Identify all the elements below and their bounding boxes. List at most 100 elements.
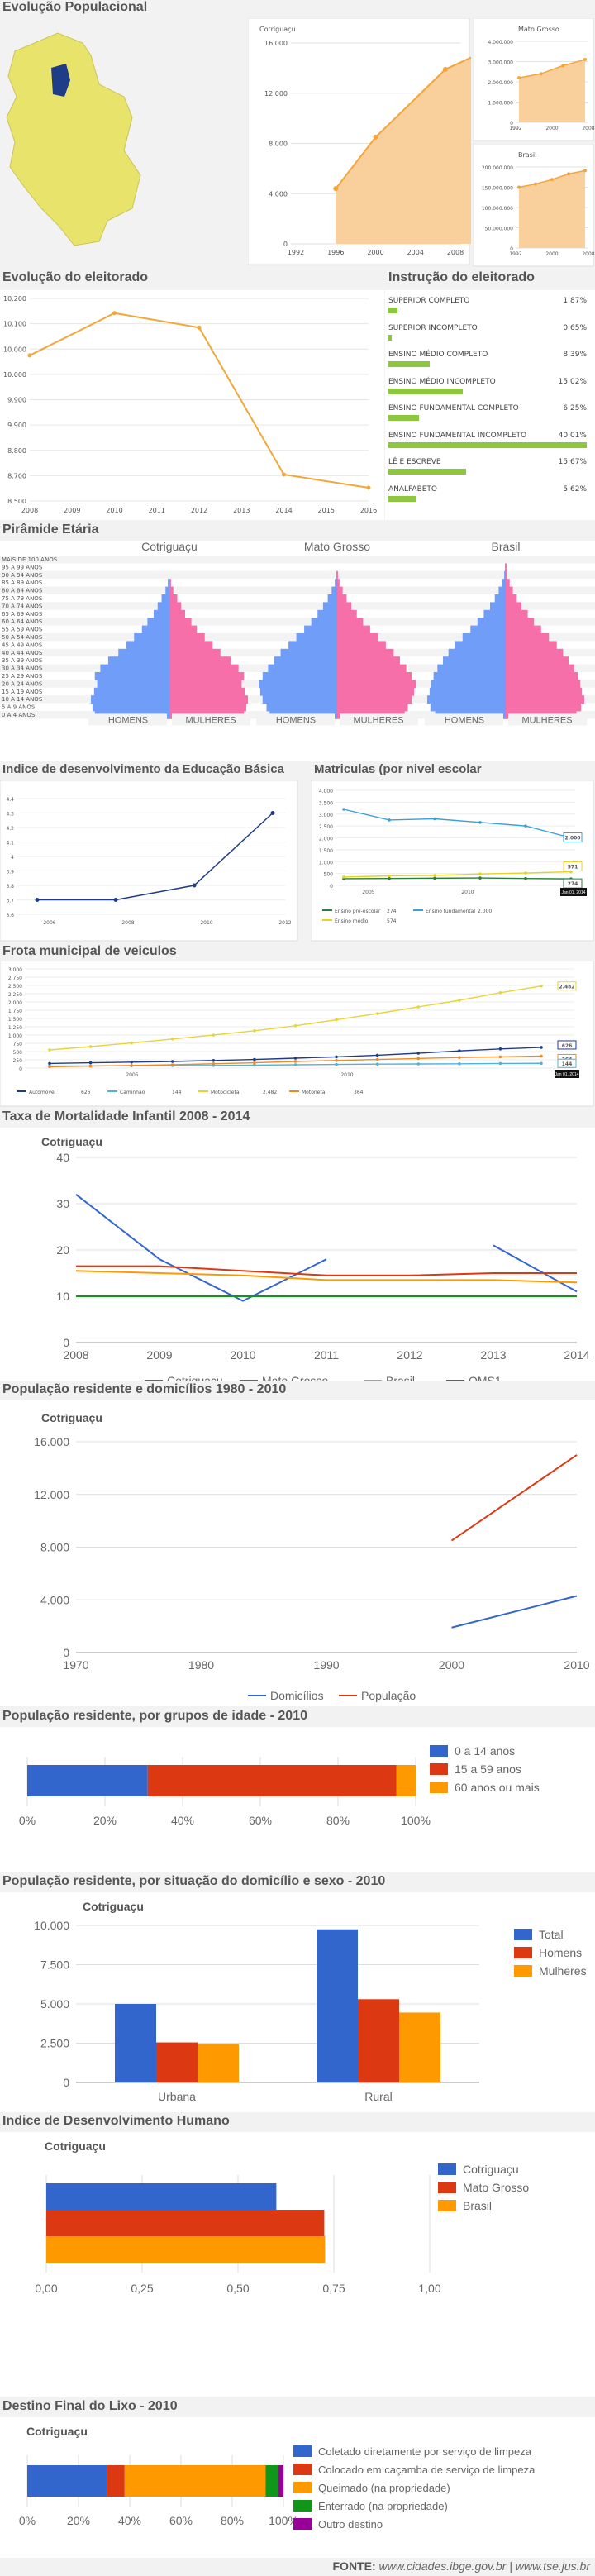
pyramid-title: Mato Grosso <box>304 541 370 553</box>
y-tick-label: 2.500 <box>319 824 333 830</box>
y-tick-label: 0 <box>510 121 513 126</box>
male-bar <box>427 695 506 704</box>
y-tick-label: 4.000 <box>319 789 333 794</box>
footer-links[interactable]: www.cidades.ibge.gov.br | www.tse.jus.br <box>378 2559 591 2573</box>
row-band <box>0 579 595 587</box>
age-label: 60 A 64 ANOS <box>2 618 43 625</box>
chart-idade: 0% 20% 40% 60% 80% 100% 0 a 14 anos 15 a 59 ano… <box>0 1727 595 1872</box>
bar <box>317 1929 358 2082</box>
chart-eleitorado: 8.500 8.700 8.800 9.900 9.900 10.000 10.000 10.… <box>0 290 384 520</box>
row-value: 15.02% <box>558 377 587 386</box>
female-bar <box>169 672 245 680</box>
legend-swatch <box>514 1965 532 1977</box>
legend-swatch <box>514 1947 532 1958</box>
legend-swatch <box>293 2500 312 2512</box>
x-tick-label: 100% <box>401 1814 431 1827</box>
data-point <box>375 1062 379 1066</box>
data-point <box>539 72 543 76</box>
x-tick-label: 2013 <box>480 1348 506 1362</box>
female-bar <box>337 609 357 618</box>
bar <box>399 2012 440 2082</box>
bar <box>46 2236 326 2263</box>
age-label: 75 A 79 ANOS <box>2 595 43 602</box>
male-bar <box>462 633 506 642</box>
x-tick-label: 2012 <box>191 507 207 514</box>
male-bar <box>331 586 337 595</box>
row-value: 6.25% <box>563 404 587 413</box>
instrucao-panel <box>385 290 595 520</box>
x-tick-label: 2009 <box>64 507 80 514</box>
female-bar <box>169 625 198 634</box>
x-tick-label: 2008 <box>582 251 594 257</box>
data-point <box>342 875 345 879</box>
x-tick-label: Rural <box>364 2090 392 2103</box>
male-bar <box>94 672 169 680</box>
section-title: Matriculas (por nivel escolar <box>314 762 482 776</box>
x-tick-label: 2013 <box>233 507 250 514</box>
series-line <box>37 812 274 901</box>
data-point <box>498 1061 502 1066</box>
row-label: ENSINO FUNDAMENTAL COMPLETO <box>388 404 519 413</box>
chart-pop-cotriguacu: Cotriguaçu 0 4.000 8.000 12.000 16.000 1992 19… <box>248 18 471 265</box>
y-tick-label: 1.500 <box>8 1017 22 1023</box>
data-point <box>293 1063 298 1066</box>
male-bar <box>147 618 169 626</box>
y-tick-label: 2.500 <box>40 2037 69 2050</box>
female-bar <box>506 664 574 673</box>
x-tick-label: 2005 <box>126 1072 138 1078</box>
data-point <box>342 808 345 811</box>
y-tick-label: 2.000 <box>8 1000 22 1006</box>
data-point <box>35 898 40 902</box>
data-point <box>170 1063 174 1066</box>
male-bar <box>437 664 506 673</box>
y-tick-label: 9.900 <box>7 397 26 404</box>
data-point <box>212 1033 216 1037</box>
male-bar <box>335 579 337 587</box>
y-tick-label: 8.000 <box>269 141 288 148</box>
y-tick-label: 1.750 <box>8 1009 22 1014</box>
age-label: 95 A 99 ANOS <box>2 564 43 570</box>
legend-label: Motoneta <box>302 1090 326 1095</box>
female-bar <box>506 579 510 587</box>
male-bar <box>477 618 506 626</box>
male-bar <box>311 618 337 626</box>
y-tick-label: 250 <box>13 1058 23 1064</box>
age-label: 5 A 9 ANOS <box>2 704 36 711</box>
label-bg <box>508 713 587 726</box>
data-point <box>498 1055 502 1059</box>
section-idh: Indice de Desenvolvimento Humano Cotrigu… <box>0 2112 595 2397</box>
date-badge <box>560 888 587 896</box>
male-bar <box>455 641 506 650</box>
data-point <box>540 1046 543 1049</box>
bar-segment <box>107 2465 125 2497</box>
x-tick-label: 1,00 <box>418 2282 440 2295</box>
y-tick-label: 3.6 <box>6 913 14 918</box>
data-point <box>534 182 537 186</box>
legend-value: 2.482 <box>263 1090 277 1095</box>
label-bg <box>172 713 250 726</box>
footer-label: FONTE: <box>332 2559 376 2573</box>
x-tick-label: 2011 <box>314 1348 339 1362</box>
series-line <box>343 871 572 878</box>
row-bar <box>388 308 398 313</box>
male-bar <box>502 579 506 587</box>
x-tick-label: 1970 <box>63 1658 88 1672</box>
female-bar <box>506 641 557 650</box>
y-tick-label: 4.4 <box>6 797 14 803</box>
y-tick-label: 1.250 <box>8 1025 22 1031</box>
bar-segment <box>396 1765 416 1796</box>
data-point <box>442 66 448 72</box>
x-tick-label: 2000 <box>545 126 558 131</box>
row-bar <box>388 441 587 448</box>
data-point <box>416 1052 421 1055</box>
homens-label: HOMENS <box>108 715 148 725</box>
female-bar <box>506 586 513 595</box>
data-point <box>253 1029 256 1033</box>
y-tick-label: 3.000.000 <box>488 60 513 66</box>
age-label: 70 A 74 ANOS <box>2 603 43 609</box>
y-tick-label: 8.000 <box>40 1541 69 1554</box>
x-tick-label: 0,25 <box>131 2282 153 2295</box>
male-bar <box>165 586 169 595</box>
section-lixo: Destino Final do Lixo - 2010 Cotriguaçu … <box>0 2397 595 2576</box>
male-bar <box>327 594 337 603</box>
